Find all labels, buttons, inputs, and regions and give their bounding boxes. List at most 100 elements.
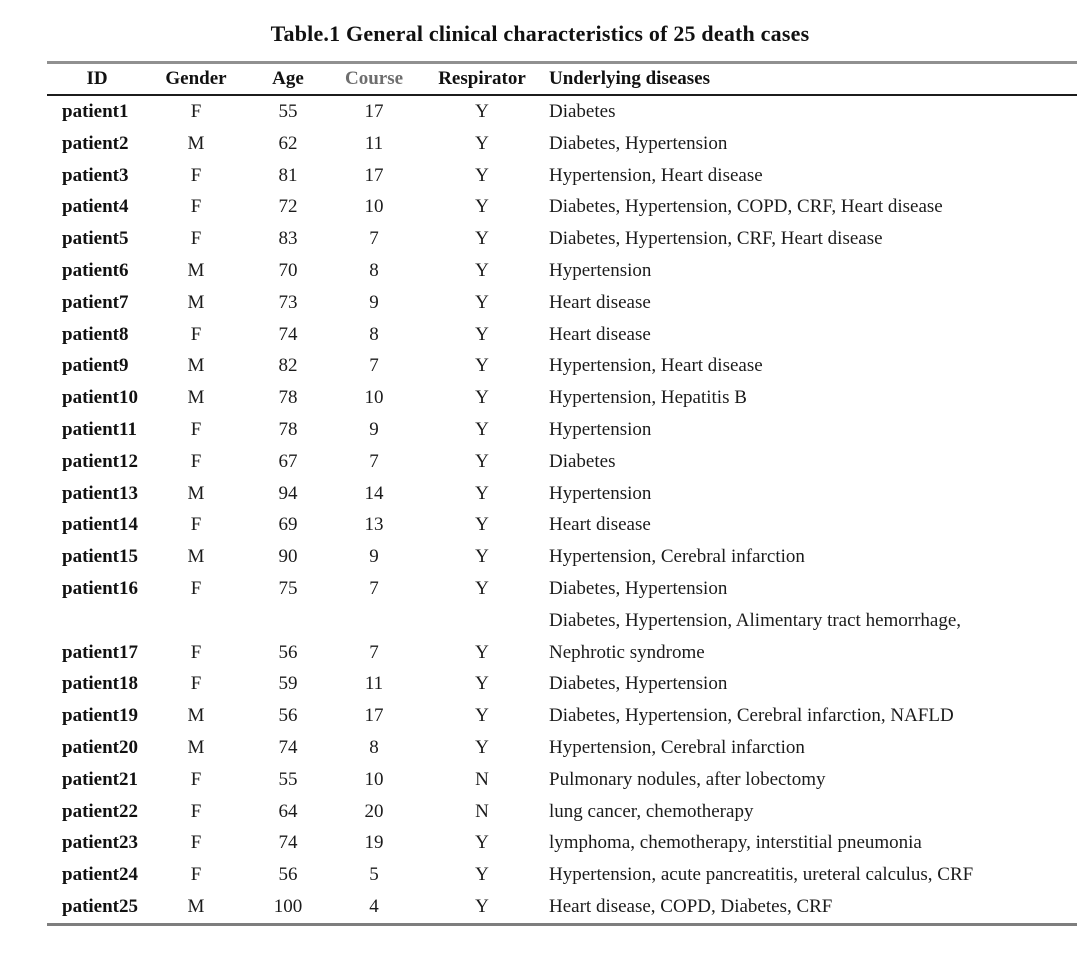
cell-diseases: Hypertension, acute pancreatitis, ureter…	[549, 864, 974, 886]
cell-age: 56	[278, 864, 298, 886]
cell-course: 4	[369, 895, 379, 917]
cell-gender: F	[190, 418, 202, 440]
cell-id: patient3	[62, 164, 129, 186]
cell-gender: F	[190, 832, 202, 854]
cell-course: 19	[364, 832, 384, 854]
cell-respirator: Y	[475, 832, 489, 854]
cell-respirator: Y	[475, 482, 489, 504]
cell-age: 74	[278, 736, 298, 758]
table-row: patient12 F 67 7 Y Diabetes	[47, 446, 1077, 478]
table-row: patient5 F 83 7 Y Diabetes, Hypertension, CRF…	[47, 223, 1077, 255]
cell-diseases: Diabetes	[549, 450, 616, 472]
cell-id: patient9	[62, 355, 129, 377]
cell-course: 10	[364, 768, 384, 790]
cell-diseases: Heart disease, COPD, Diabetes, CRF	[549, 895, 833, 917]
cell-gender: M	[187, 895, 205, 917]
cell-gender: F	[190, 323, 202, 345]
column-header-age: Age	[245, 62, 331, 96]
table-row: patient20 M 74 8 Y Hypertension, Cerebral inf…	[47, 732, 1077, 764]
cell-id: patient17	[62, 641, 138, 663]
cell-gender: M	[187, 355, 205, 377]
cell-id: patient13	[62, 482, 138, 504]
table-row: patient7 M 73 9 Y Heart disease	[47, 287, 1077, 319]
cell-respirator: Y	[475, 355, 489, 377]
table-header: ID Gender Age Course Respirator Underlyi…	[47, 62, 1077, 96]
cell-id: patient4	[62, 196, 129, 218]
cell-gender: F	[190, 577, 202, 599]
table-row: patient24 F 56 5 Y Hypertension, acute pancre…	[47, 859, 1077, 891]
cell-gender: F	[190, 864, 202, 886]
cell-age: 90	[278, 546, 298, 568]
table-row: patient4 F 72 10 Y Diabetes, Hypertension, CO…	[47, 191, 1077, 223]
cell-diseases: Hypertension, Cerebral infarction	[549, 736, 805, 758]
cell-id: patient20	[62, 736, 138, 758]
cell-diseases: Diabetes, Hypertension	[549, 577, 728, 599]
cell-diseases: Diabetes, Hypertension	[549, 132, 728, 154]
cell-course: 7	[369, 450, 379, 472]
column-header-gender: Gender	[147, 62, 245, 96]
cell-diseases: Heart disease	[549, 323, 651, 345]
cell-id: patient18	[62, 673, 138, 695]
column-header-underlying-diseases: Underlying diseases	[547, 62, 1077, 96]
cell-respirator: Y	[475, 228, 489, 250]
cell-age: 59	[278, 673, 298, 695]
column-header-id: ID	[47, 62, 147, 96]
table-row: patient1 F 55 17 Y Diabetes	[47, 95, 1077, 128]
cell-gender: M	[187, 482, 205, 504]
table-row: patient10 M 78 10 Y Hypertension, Hepatitis B	[47, 382, 1077, 414]
table-row: patient2 M 62 11 Y Diabetes, Hypertension	[47, 128, 1077, 160]
cell-age: 94	[278, 482, 298, 504]
cell-gender: F	[190, 196, 202, 218]
cell-respirator: Y	[475, 450, 489, 472]
cell-diseases: lymphoma, chemotherapy, interstitial pne…	[549, 832, 922, 854]
cell-respirator: Y	[475, 418, 489, 440]
cell-respirator: Y	[475, 641, 489, 663]
cell-diseases: Diabetes, Hypertension	[549, 673, 728, 695]
cell-gender: F	[190, 800, 202, 822]
cell-course: 17	[364, 101, 384, 122]
cell-course: 14	[364, 482, 384, 504]
cell-course: 11	[364, 673, 384, 695]
cell-diseases: Heart disease	[549, 291, 651, 313]
cell-respirator: Y	[475, 259, 489, 281]
cell-diseases: Diabetes, Hypertension, Alimentary tract…	[547, 605, 1077, 669]
cell-gender: M	[187, 736, 205, 758]
cell-respirator: Y	[475, 132, 489, 154]
table-row: patient15 M 90 9 Y Hypertension, Cerebral inf…	[47, 541, 1077, 573]
cell-diseases: Diabetes, Hypertension, CRF, Heart disea…	[549, 228, 883, 250]
cell-id: patient11	[62, 418, 137, 440]
cell-age: 82	[278, 355, 298, 377]
cell-age: 83	[278, 228, 298, 250]
cell-id: patient5	[62, 228, 129, 250]
cell-course: 7	[369, 577, 379, 599]
cell-course: 7	[369, 228, 379, 250]
cell-age: 81	[278, 164, 298, 186]
cell-diseases: Pulmonary nodules, after lobectomy	[549, 768, 826, 790]
cell-respirator: Y	[475, 895, 489, 917]
cell-respirator: Y	[475, 164, 489, 186]
cell-id: patient25	[62, 895, 138, 917]
column-header-course: Course	[331, 62, 417, 96]
cell-respirator: Y	[475, 323, 489, 345]
cell-gender: F	[190, 164, 202, 186]
cell-age: 69	[278, 514, 298, 536]
cell-age: 75	[278, 577, 298, 599]
cell-respirator: N	[475, 800, 489, 822]
table-row: patient17 F 56 7 Y Diabetes, Hypertension, Al…	[47, 605, 1077, 669]
cell-gender: F	[190, 228, 202, 250]
table-row: patient18 F 59 11 Y Diabetes, Hypertension	[47, 668, 1077, 700]
cell-id: patient24	[62, 864, 138, 886]
cell-id: patient10	[62, 387, 138, 409]
cell-age: 74	[278, 323, 298, 345]
cell-id: patient12	[62, 450, 138, 472]
cell-course: 20	[364, 800, 384, 822]
table-row: patient3 F 81 17 Y Hypertension, Heart diseas…	[47, 160, 1077, 192]
cell-age: 100	[273, 895, 303, 917]
cell-age: 55	[278, 768, 298, 790]
clinical-characteristics-table: ID Gender Age Course Respirator Underlyi…	[47, 61, 1077, 926]
cell-age: 56	[278, 705, 298, 727]
cell-id: patient23	[62, 832, 138, 854]
cell-id: patient16	[62, 577, 138, 599]
